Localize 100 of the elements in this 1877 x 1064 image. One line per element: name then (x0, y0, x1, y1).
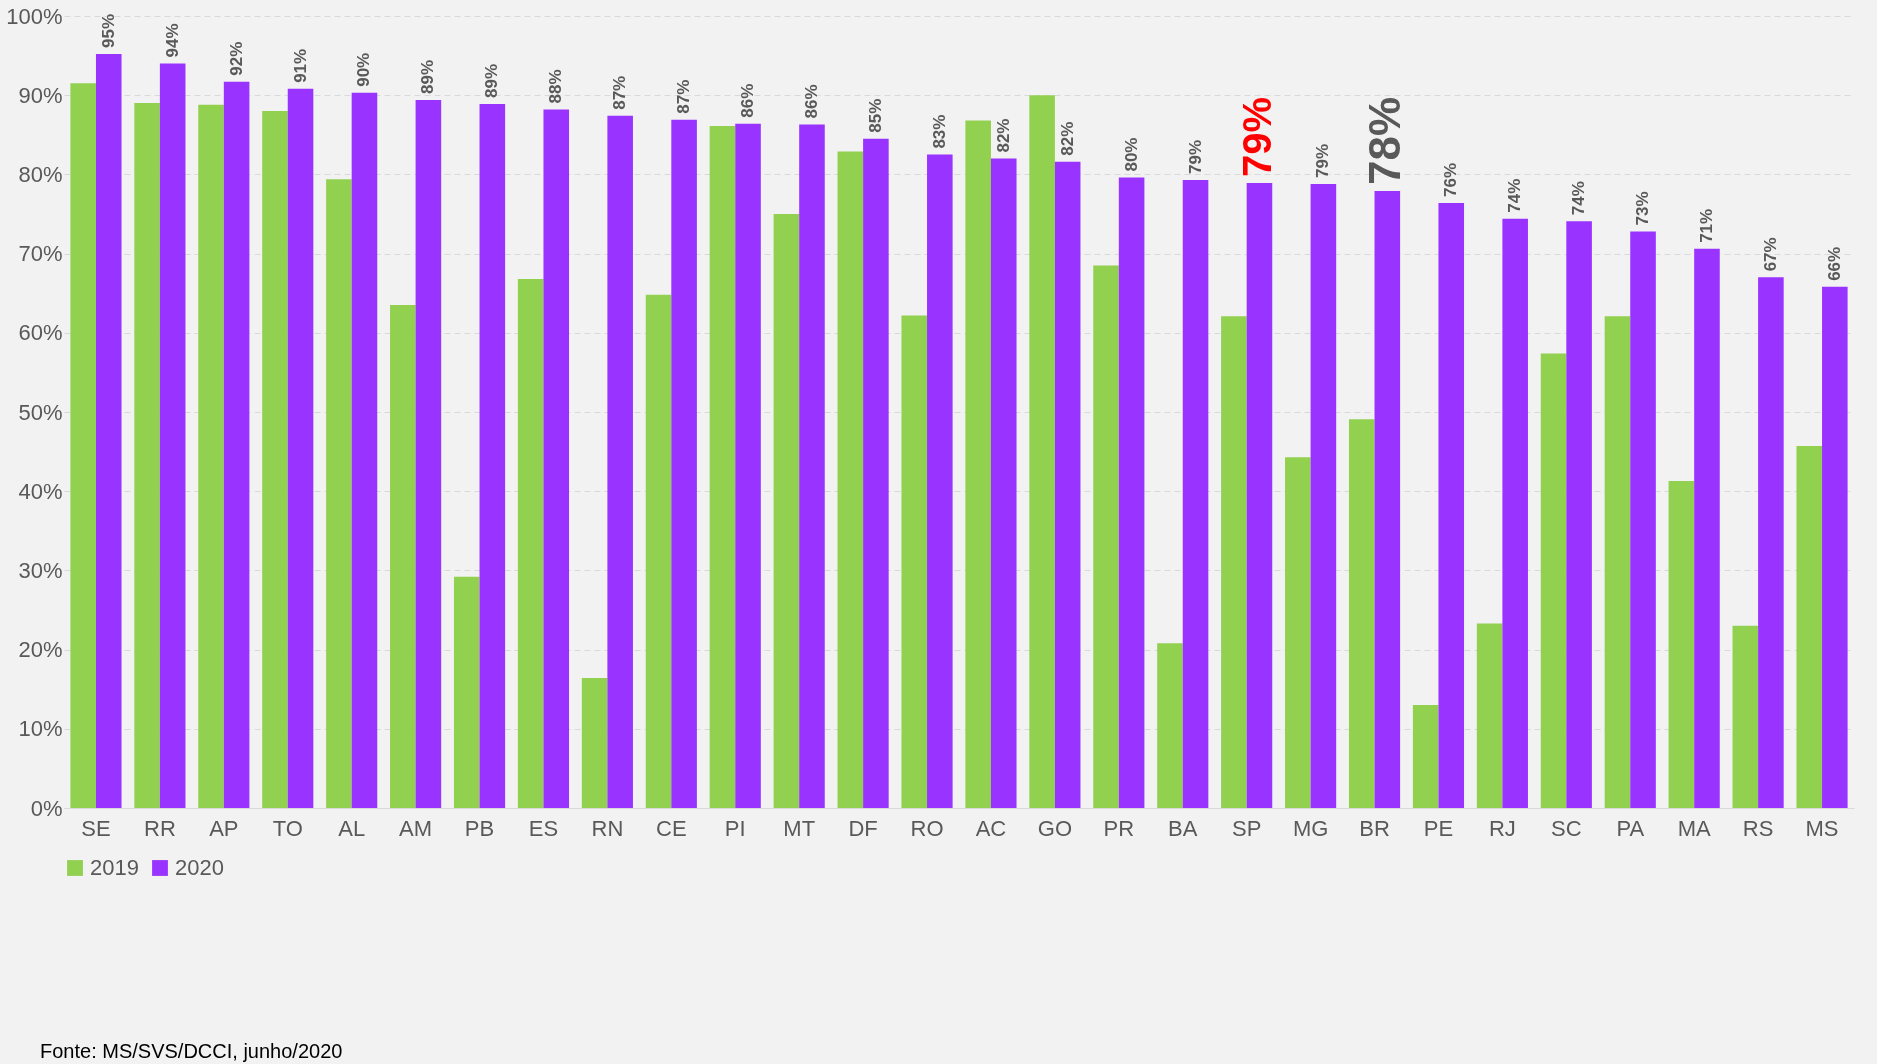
bar (1438, 202, 1465, 808)
data-label: 87% (610, 75, 630, 110)
x-tick-label: CE (656, 815, 687, 841)
data-label: 95% (98, 13, 118, 49)
bar (965, 120, 991, 808)
bar (390, 305, 416, 808)
x-tick-label: GO (1037, 815, 1073, 841)
x-tick-label: MA (1677, 815, 1711, 841)
bar (326, 179, 352, 808)
bar (1476, 623, 1503, 808)
x-tick-label: DF (848, 815, 878, 841)
data-label: 74% (1569, 181, 1589, 216)
bar (607, 115, 633, 808)
x-tick-label: PE (1423, 815, 1454, 841)
data-label: 79% (1235, 97, 1280, 178)
bar (1822, 286, 1848, 808)
x-tick-label: MS (1805, 815, 1839, 841)
bar (1157, 643, 1183, 808)
y-tick-label: 70% (18, 241, 63, 267)
data-label: 91% (290, 48, 310, 83)
bar (990, 158, 1017, 808)
bar (1029, 95, 1055, 808)
data-label: 82% (993, 118, 1013, 153)
bar (159, 63, 186, 808)
x-tick-label: BA (1168, 815, 1198, 841)
bar (1630, 231, 1656, 808)
x-tick-label: SC (1551, 815, 1582, 841)
bar (415, 99, 442, 808)
bar (927, 154, 953, 808)
bar (1246, 183, 1273, 808)
bar (709, 126, 736, 808)
y-tick-label: 30% (18, 557, 63, 583)
data-label: 73% (1633, 191, 1653, 226)
bar (1604, 316, 1631, 808)
bar (287, 88, 314, 808)
data-label: 85% (865, 98, 885, 133)
bar (581, 678, 608, 808)
bar (1221, 316, 1247, 808)
data-label: 86% (738, 83, 758, 118)
y-tick-label: 50% (18, 399, 63, 425)
data-label: 89% (418, 59, 438, 94)
x-tick-label: AL (338, 815, 366, 841)
x-tick-label: SE (81, 815, 111, 841)
bar (95, 54, 122, 808)
bar (1796, 446, 1823, 808)
bar (1566, 221, 1592, 808)
data-label: 87% (674, 79, 694, 114)
bar (837, 151, 864, 808)
bar (1310, 183, 1337, 808)
bar (799, 124, 825, 808)
x-tick-label: AP (209, 815, 239, 841)
x-tick-label: AC (975, 815, 1007, 841)
data-label: 78% (1360, 96, 1410, 186)
x-tick-label: ES (528, 815, 559, 841)
x-tick-label: RS (1742, 815, 1774, 841)
legend-label: 2019 (90, 855, 139, 880)
bar (1374, 191, 1401, 808)
y-tick-label: 100% (6, 3, 63, 29)
data-label: 83% (929, 114, 949, 149)
data-label: 82% (1057, 121, 1077, 156)
y-tick-label: 80% (18, 161, 63, 187)
bar (1093, 265, 1119, 808)
bar (1348, 419, 1375, 808)
bar (645, 294, 672, 808)
bar (735, 123, 761, 808)
bar (1694, 248, 1720, 808)
bar (479, 103, 506, 808)
data-label: 86% (801, 84, 821, 119)
x-tick-label: PA (1616, 815, 1645, 841)
data-label: 79% (1185, 139, 1205, 174)
data-label: 66% (1824, 246, 1844, 281)
bar (223, 81, 250, 808)
data-label: 67% (1760, 237, 1780, 272)
data-label: 80% (1121, 137, 1141, 172)
bar (773, 214, 800, 808)
bar (1412, 705, 1439, 808)
bar (1540, 353, 1567, 808)
bar (1285, 457, 1311, 808)
bar (901, 315, 928, 808)
x-tick-label: PB (464, 815, 495, 841)
bar (863, 138, 889, 808)
bar (543, 109, 570, 808)
bar (1054, 161, 1081, 808)
data-label: 89% (482, 63, 502, 98)
x-tick-label: PR (1103, 815, 1135, 841)
bar (262, 111, 288, 808)
bar (517, 278, 544, 808)
data-label: 71% (1696, 208, 1716, 243)
x-tick-label: RN (591, 815, 624, 841)
x-tick-label: AM (399, 815, 433, 841)
legend-label: 2020 (175, 855, 224, 880)
x-tick-label: MT (783, 815, 816, 841)
data-label: 74% (1505, 178, 1525, 213)
bar (671, 119, 697, 808)
x-tick-label: RJ (1488, 815, 1516, 841)
x-tick-label: BR (1359, 815, 1390, 841)
bar (351, 92, 378, 808)
bar (453, 576, 480, 808)
y-tick-label: 90% (18, 82, 63, 108)
bar (1182, 179, 1209, 808)
